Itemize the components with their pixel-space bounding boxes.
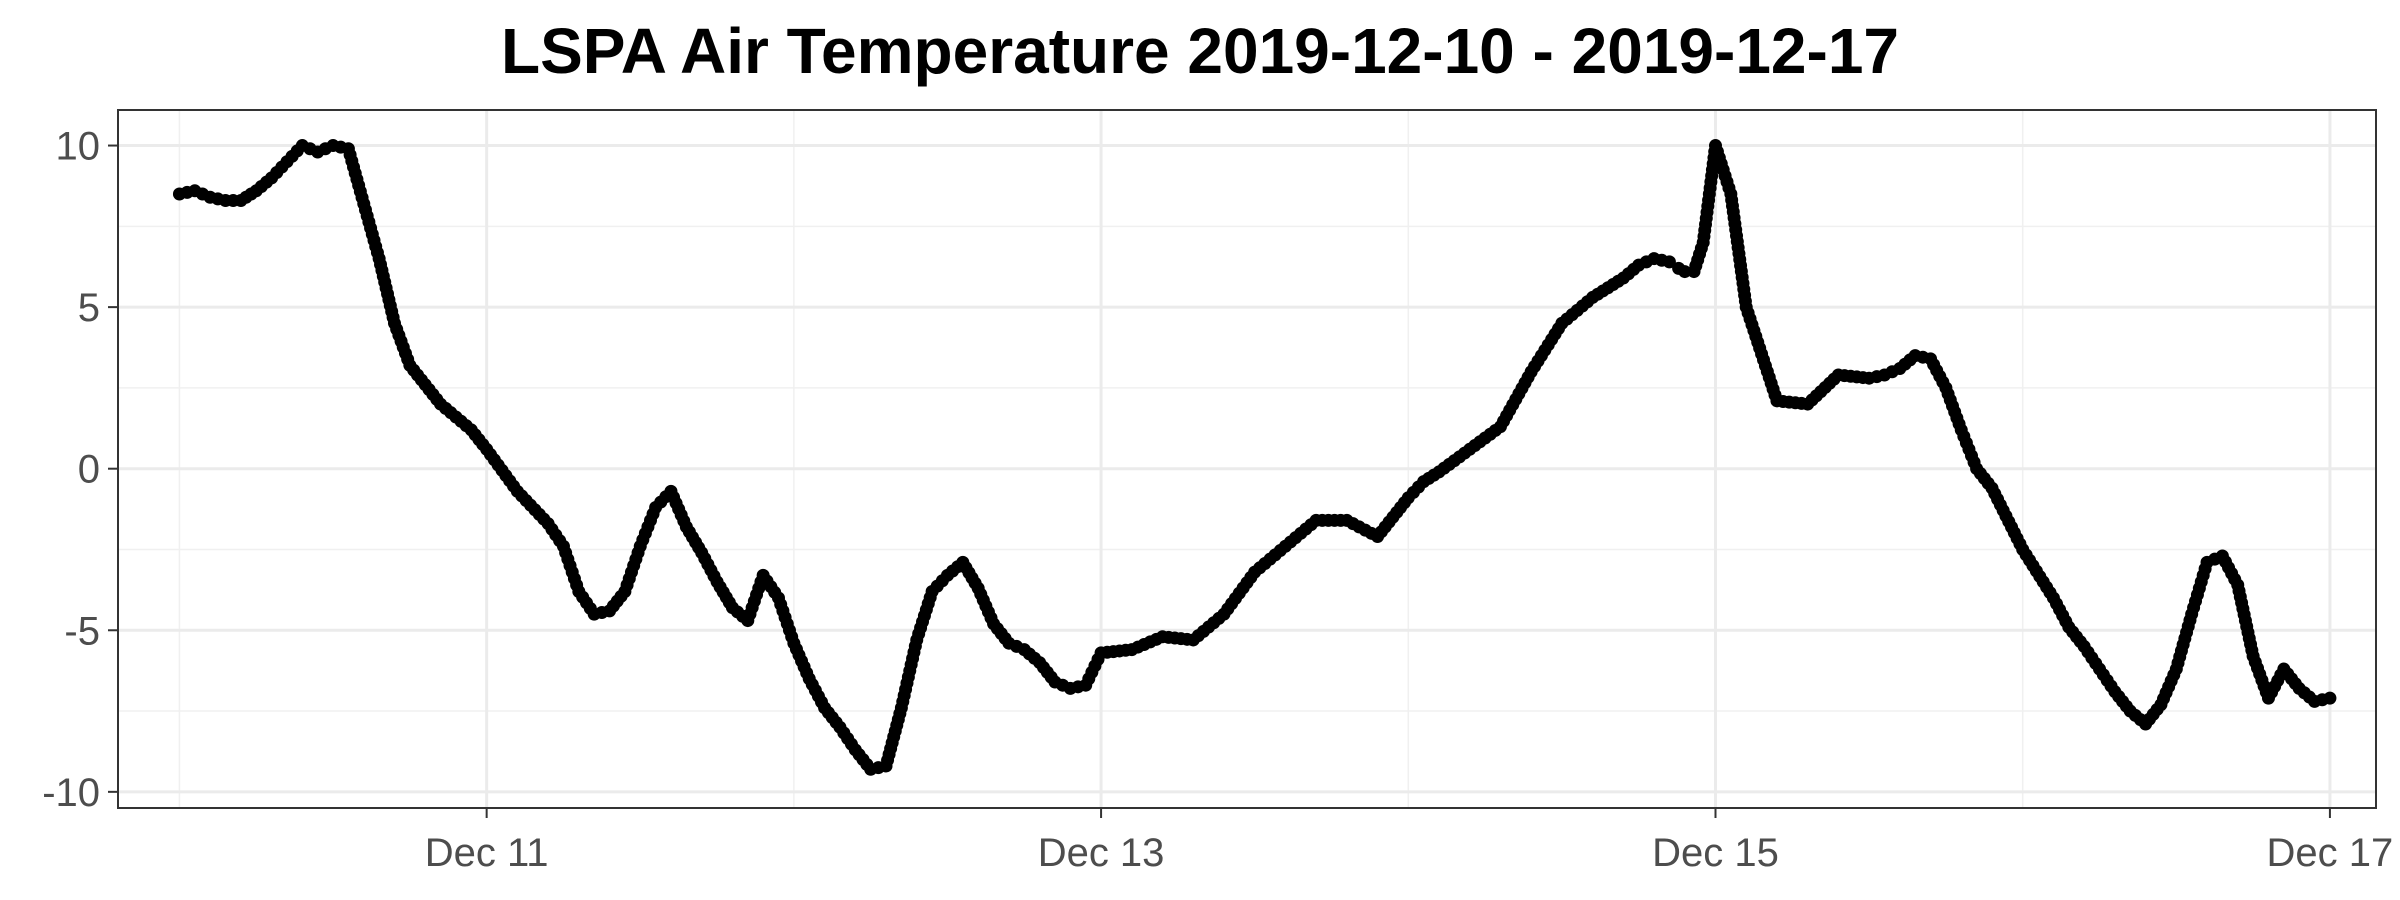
y-tick-label: 10 bbox=[56, 125, 101, 169]
minor-gridlines bbox=[118, 110, 2376, 808]
chart-title: LSPA Air Temperature 2019-12-10 - 2019-1… bbox=[501, 15, 1899, 87]
x-axis: Dec 11 Dec 13 Dec 15 Dec 17 bbox=[425, 808, 2394, 875]
plot-panel-border bbox=[117, 109, 2377, 809]
data-point bbox=[1678, 265, 1692, 279]
y-axis: 10 5 0 -5 -10 bbox=[42, 125, 118, 815]
x-tick-label: Dec 17 bbox=[2267, 831, 2394, 875]
data-point bbox=[1662, 255, 1676, 269]
x-tick-label: Dec 11 bbox=[425, 831, 549, 875]
x-tick-label: Dec 13 bbox=[1038, 831, 1165, 875]
y-tick-label: -5 bbox=[64, 609, 100, 653]
y-tick-label: 5 bbox=[78, 286, 100, 330]
y-tick-label: -10 bbox=[42, 771, 100, 815]
x-tick-label: Dec 15 bbox=[1652, 831, 1779, 875]
data-point bbox=[2323, 691, 2337, 705]
data-points bbox=[172, 139, 2337, 776]
y-tick-label: 0 bbox=[78, 448, 100, 492]
major-gridlines bbox=[118, 110, 2376, 808]
